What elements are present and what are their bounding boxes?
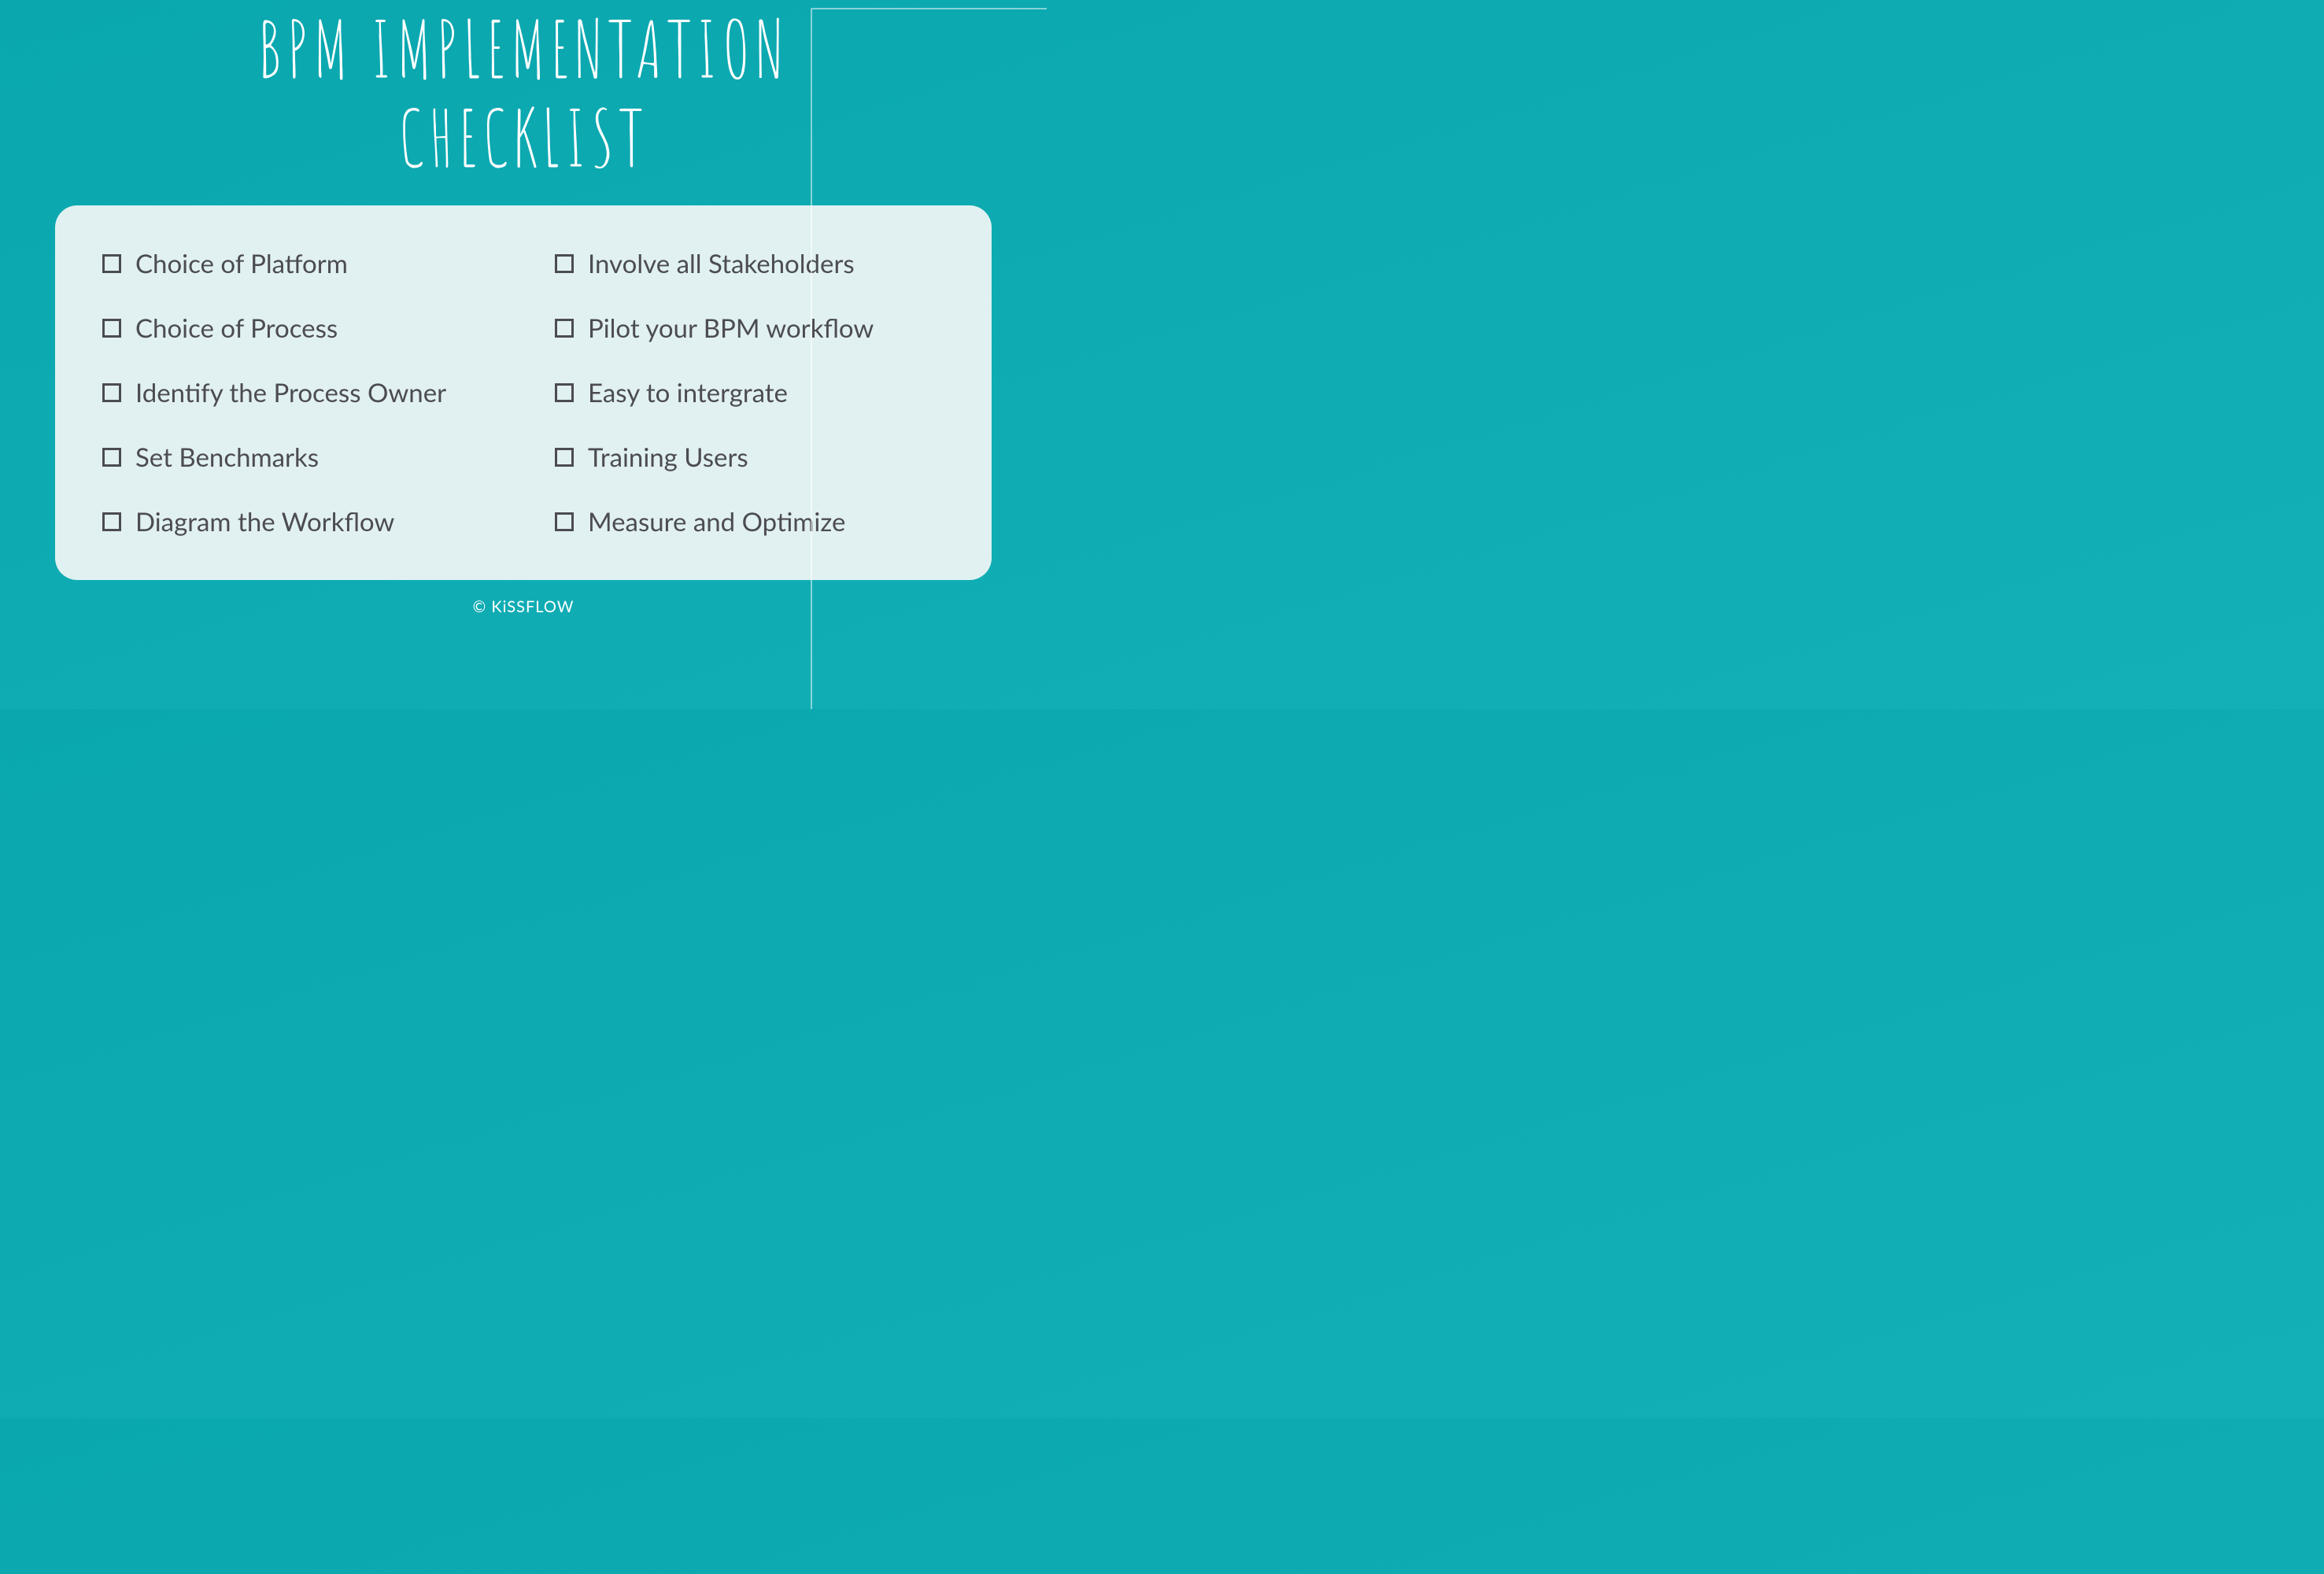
checklist-item: Pilot your BPM workflow (555, 312, 976, 344)
checkbox-icon (102, 448, 121, 467)
checkbox-icon (102, 383, 121, 402)
title-line-2: CHECKLIST (0, 94, 1047, 183)
checklist-item-label: Choice of Process (135, 312, 338, 344)
checkbox-icon (102, 319, 121, 338)
checklist-item-label: Identify the Process Owner (135, 377, 446, 408)
checklist-item-label: Diagram the Workflow (135, 506, 394, 538)
checklist-item: Set Benchmarks (102, 442, 523, 473)
checklist-item: Diagram the Workflow (102, 506, 523, 538)
checklist-item: Choice of Platform (102, 248, 523, 279)
checklist-column-left: Choice of Platform Choice of Process Ide… (102, 248, 523, 538)
checklist-item-label: Choice of Platform (135, 248, 348, 279)
checklist-item-label: Measure and Optimize (588, 506, 845, 538)
checklist-item: Measure and Optimize (555, 506, 976, 538)
footer-copyright: © KiSSFLOW (0, 597, 1047, 616)
checkbox-icon (555, 254, 574, 273)
checklist-item-label: Easy to intergrate (588, 377, 788, 408)
checklist-column-right: Involve all Stakeholders Pilot your BPM … (523, 248, 976, 538)
checklist-item: Easy to intergrate (555, 377, 976, 408)
checkbox-icon (102, 254, 121, 273)
checkbox-icon (555, 448, 574, 467)
checklist-item-label: Involve all Stakeholders (588, 248, 855, 279)
checklist-item: Choice of Process (102, 312, 523, 344)
checklist-item: Training Users (555, 442, 976, 473)
checklist-item: Involve all Stakeholders (555, 248, 976, 279)
checklist-item-label: Set Benchmarks (135, 442, 319, 473)
checklist-card: Choice of Platform Choice of Process Ide… (55, 205, 992, 580)
checklist-item-label: Pilot your BPM workflow (588, 312, 874, 344)
checklist-item-label: Training Users (588, 442, 748, 473)
checkbox-icon (555, 319, 574, 338)
title-line-1: BPM IMPLEMENTATION (0, 5, 1047, 94)
checkbox-icon (555, 383, 574, 402)
checklist-item: Identify the Process Owner (102, 377, 523, 408)
checkbox-icon (555, 512, 574, 531)
page-title: BPM IMPLEMENTATION CHECKLIST (0, 0, 1047, 182)
checkbox-icon (102, 512, 121, 531)
